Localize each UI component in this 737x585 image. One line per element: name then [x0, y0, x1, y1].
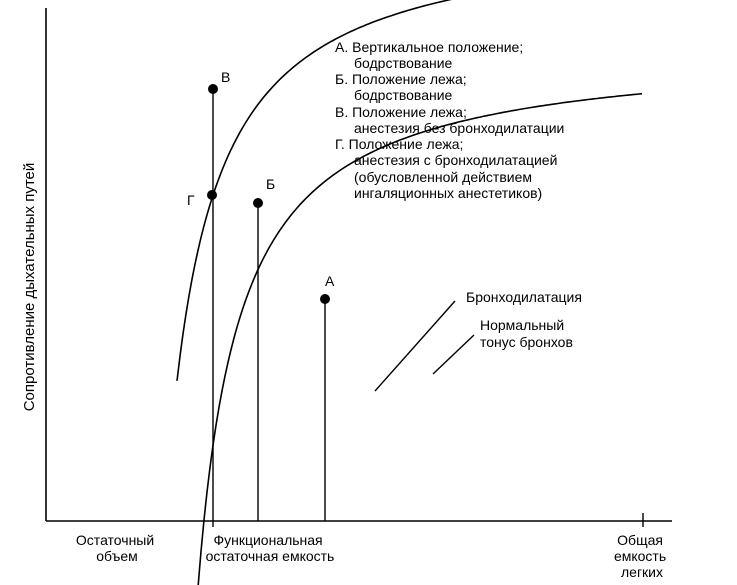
- point-g: [207, 190, 217, 200]
- point-v: [208, 84, 218, 94]
- x-tick-label-tlc-line-2: емкость: [614, 548, 666, 564]
- x-tick-label-residual-volume-line-2: объем: [96, 548, 138, 564]
- legend-line-6: анестезия без бронходилатации: [354, 120, 564, 136]
- legend-line-4: бодрствование: [354, 87, 453, 103]
- point-label-v: В: [221, 69, 230, 85]
- point-label-a: А: [325, 273, 335, 289]
- x-tick-label-tlc-line-1: Общая: [617, 532, 663, 548]
- bronchodilation-label: Бронходилатация: [466, 289, 582, 305]
- normal-tone-leader: [432, 334, 475, 375]
- point-label-g: Г: [187, 192, 195, 208]
- x-tick-label-residual-volume-line-1: Остаточный: [76, 532, 154, 548]
- legend-line-2: бодрствование: [354, 55, 453, 71]
- y-axis-label: Сопротивление дыхательных путей: [21, 163, 38, 412]
- point-a: [320, 294, 330, 304]
- legend-line-9: (обусловленной действием: [354, 169, 532, 185]
- legend-line-5: В. Положение лежа;: [335, 104, 467, 120]
- normal-tone-label: Нормальный тонус бронхов: [480, 317, 573, 350]
- legend-line-1: А. Вертикальное положение;: [335, 39, 523, 55]
- legend-line-3: Б. Положение лежа;: [335, 71, 467, 87]
- x-tick-label-residual-volume: Остаточный объем: [76, 532, 158, 564]
- x-tick-label-tlc: Общая емкость легких: [614, 532, 670, 580]
- x-tick-label-frc: Функциональная остаточная емкость: [206, 532, 335, 564]
- legend-line-7: Г. Положение лежа;: [335, 136, 463, 152]
- x-tick-label-frc-line-2: остаточная емкость: [206, 548, 335, 564]
- x-tick-label-frc-line-1: Функциональная: [213, 532, 322, 548]
- normal-tone-label-line-2: тонус бронхов: [480, 334, 573, 350]
- x-tick-label-tlc-line-3: легких: [621, 564, 663, 580]
- point-label-b: Б: [266, 176, 275, 192]
- legend-line-8: анестезия с бронходилатацией: [354, 152, 557, 168]
- bronchodilation-curve: [176, 0, 453, 381]
- bronchodilation-label-line: Бронходилатация: [466, 289, 582, 305]
- bronchodilation-leader: [374, 300, 456, 392]
- normal-tone-curve: [197, 92, 643, 585]
- point-b: [253, 198, 263, 208]
- legend-line-10: ингаляционных анестетиков): [354, 185, 542, 201]
- normal-tone-label-line-1: Нормальный: [480, 317, 564, 333]
